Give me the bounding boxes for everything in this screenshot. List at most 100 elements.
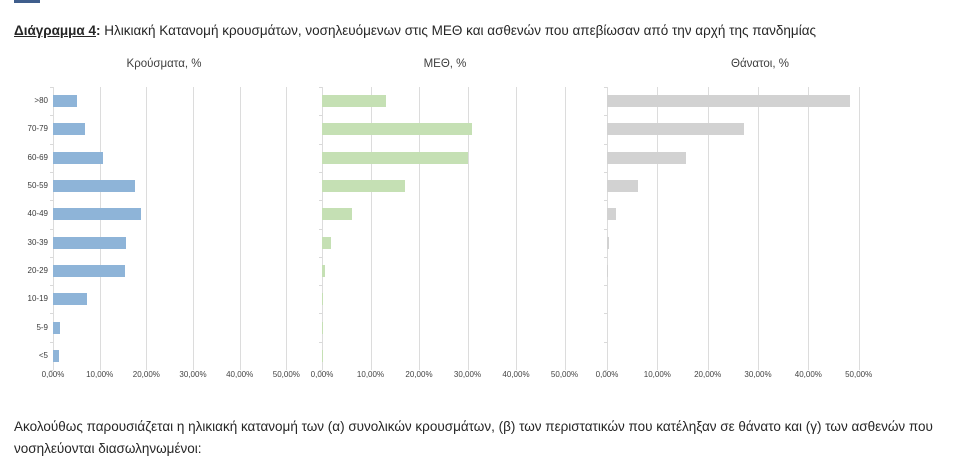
x-axis-label: 10,00% — [86, 370, 113, 379]
axis-tick — [50, 87, 53, 88]
bar-5-9 — [322, 322, 323, 334]
axis-tick — [604, 229, 607, 230]
bar-20-29 — [607, 265, 608, 277]
x-axis-label: 0,00% — [42, 370, 65, 379]
axis-tick — [604, 257, 607, 258]
y-axis-label: 70-79 — [0, 124, 48, 133]
axis-tick — [319, 87, 322, 88]
gridline — [286, 87, 287, 370]
gridline — [859, 87, 860, 370]
bar-<5 — [53, 350, 59, 362]
bar-50-59 — [322, 180, 405, 192]
chart-plot — [607, 87, 909, 370]
axis-tick — [604, 285, 607, 286]
bar-30-39 — [322, 237, 331, 249]
bar-60-69 — [607, 152, 686, 164]
axis-tick — [319, 229, 322, 230]
axis-tick — [50, 313, 53, 314]
x-axis-label: 40,00% — [795, 370, 822, 379]
x-axis-label: 40,00% — [502, 370, 529, 379]
axis-tick — [50, 115, 53, 116]
axis-tick — [604, 144, 607, 145]
axis-tick — [604, 172, 607, 173]
bar-5-9 — [53, 322, 60, 334]
axis-tick — [50, 285, 53, 286]
bar-<5 — [322, 350, 323, 362]
bar-30-39 — [53, 237, 126, 249]
chart-plot — [53, 87, 333, 370]
gridline — [146, 87, 147, 370]
axis-tick — [319, 257, 322, 258]
bar-60-69 — [53, 152, 103, 164]
gridline — [565, 87, 566, 370]
axis-tick — [50, 257, 53, 258]
bar->80 — [322, 95, 386, 107]
y-axis-label: 50-59 — [0, 181, 48, 190]
axis-tick — [50, 200, 53, 201]
y-axis-label: 40-49 — [0, 209, 48, 218]
x-axis-label: 20,00% — [133, 370, 160, 379]
bar-10-19 — [53, 293, 87, 305]
age-distribution-charts: >80 70-79 60-69 50-59 40-49 30-39 20-29 10-19 5-… — [0, 0, 975, 400]
body-paragraph: Ακολούθως παρουσιάζεται η ηλικιακή καταν… — [14, 416, 934, 461]
bar-50-59 — [53, 180, 135, 192]
axis-tick — [319, 200, 322, 201]
bar-70-79 — [322, 123, 472, 135]
gridline — [758, 87, 759, 370]
axis-tick — [604, 115, 607, 116]
gridline — [516, 87, 517, 370]
x-axis-label: 30,00% — [179, 370, 206, 379]
x-axis-label: 50,00% — [551, 370, 578, 379]
axis-tick — [604, 313, 607, 314]
y-axis-label: >80 — [0, 96, 48, 105]
axis-tick — [50, 144, 53, 145]
bar-40-49 — [607, 208, 616, 220]
chart-title: Θάνατοι, % — [731, 58, 789, 70]
gridline — [240, 87, 241, 370]
bar-30-39 — [607, 237, 609, 249]
bar-40-49 — [322, 208, 352, 220]
gridline — [100, 87, 101, 370]
bar-50-59 — [607, 180, 638, 192]
x-axis-label: 20,00% — [694, 370, 721, 379]
axis-tick — [319, 313, 322, 314]
y-axis-label: 60-69 — [0, 153, 48, 162]
chart-plot — [322, 87, 613, 370]
x-axis-label: 30,00% — [744, 370, 771, 379]
bar-60-69 — [322, 152, 468, 164]
x-axis-label: 0,00% — [311, 370, 334, 379]
y-axis-label: 20-29 — [0, 266, 48, 275]
bar-20-29 — [322, 265, 325, 277]
bar-10-19 — [322, 293, 323, 305]
axis-tick — [50, 229, 53, 230]
x-axis-label: 10,00% — [644, 370, 671, 379]
bar-70-79 — [607, 123, 744, 135]
y-axis-label: 30-39 — [0, 238, 48, 247]
axis-tick — [604, 87, 607, 88]
axis-tick — [50, 342, 53, 343]
y-axis-label: 10-19 — [0, 294, 48, 303]
gridline — [193, 87, 194, 370]
x-axis-label: 50,00% — [273, 370, 300, 379]
y-axis-label: 5-9 — [0, 323, 48, 332]
bar-70-79 — [53, 123, 85, 135]
bar-40-49 — [53, 208, 141, 220]
x-axis-label: 0,00% — [596, 370, 619, 379]
y-axis-label: <5 — [0, 351, 48, 360]
chart-title: ΜΕΘ, % — [424, 58, 467, 70]
axis-tick — [319, 342, 322, 343]
axis-tick — [319, 172, 322, 173]
x-axis-label: 40,00% — [226, 370, 253, 379]
bar->80 — [607, 95, 850, 107]
axis-tick — [604, 200, 607, 201]
axis-tick — [604, 342, 607, 343]
bar-20-29 — [53, 265, 125, 277]
axis-tick — [50, 172, 53, 173]
gridline — [808, 87, 809, 370]
axis-tick — [319, 285, 322, 286]
x-axis-label: 20,00% — [405, 370, 432, 379]
x-axis-label: 50,00% — [845, 370, 872, 379]
axis-tick — [319, 144, 322, 145]
axis-tick — [319, 115, 322, 116]
x-axis-label: 10,00% — [357, 370, 384, 379]
